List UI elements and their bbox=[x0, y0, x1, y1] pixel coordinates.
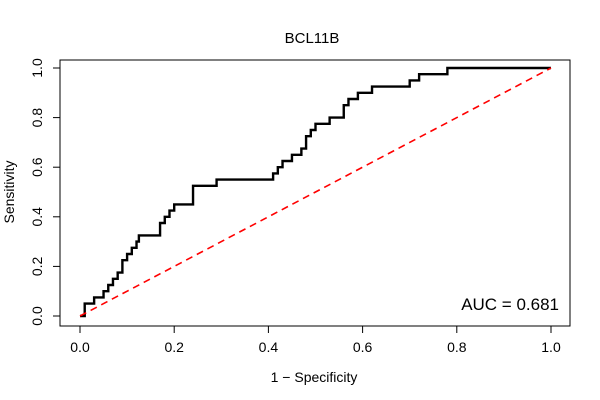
x-tick-label: 0.0 bbox=[70, 339, 90, 355]
plot-layer bbox=[79, 66, 552, 318]
roc-curve-line bbox=[80, 66, 551, 318]
x-tick-label: 0.4 bbox=[259, 339, 279, 355]
y-tick-label: 0.8 bbox=[29, 108, 45, 128]
y-axis-label: Sensitivity bbox=[1, 160, 17, 223]
auc-annotation: AUC = 0.681 bbox=[461, 295, 559, 314]
chart-title: BCL11B bbox=[285, 30, 340, 47]
y-tick-label: 0.0 bbox=[29, 306, 45, 326]
y-axis: 0.0 0.2 0.4 0.6 0.8 1.0 bbox=[29, 58, 61, 326]
x-tick-label: 0.8 bbox=[447, 339, 467, 355]
chance-diagonal-line bbox=[79, 67, 552, 317]
x-tick-label: 1.0 bbox=[541, 339, 561, 355]
x-tick-label: 0.6 bbox=[353, 339, 373, 355]
y-tick-label: 0.4 bbox=[29, 207, 45, 227]
y-tick-label: 0.6 bbox=[29, 157, 45, 177]
y-tick-label: 0.2 bbox=[29, 256, 45, 276]
x-tick-label: 0.2 bbox=[164, 339, 184, 355]
x-axis-label: 1 − Specificity bbox=[271, 369, 358, 385]
y-tick-label: 1.0 bbox=[29, 58, 45, 78]
x-axis: 0.0 0.2 0.4 0.6 0.8 1.0 bbox=[70, 325, 561, 355]
